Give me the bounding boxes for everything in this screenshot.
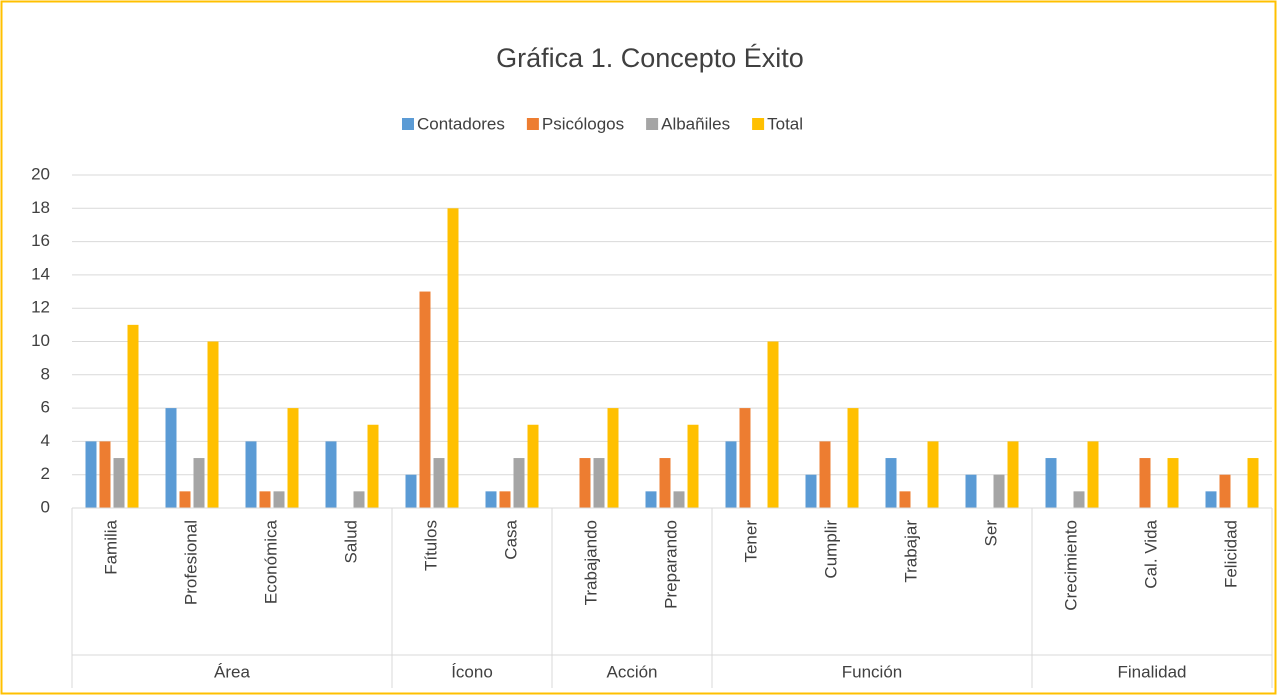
bar [367, 424, 379, 508]
bar [85, 441, 97, 508]
legend-swatch [402, 118, 414, 130]
bar [659, 458, 671, 508]
group-label: Finalidad [1118, 662, 1187, 681]
bar [725, 441, 737, 508]
bar [607, 408, 619, 508]
x-tick-label: Títulos [421, 520, 440, 571]
bar [1205, 491, 1217, 508]
bar [419, 291, 431, 508]
x-tick-label: Familia [101, 519, 120, 574]
x-tick-label: Tener [741, 520, 760, 563]
x-tick-label: Felicidad [1221, 520, 1240, 588]
bar [113, 458, 125, 508]
group-label: Área [214, 662, 250, 681]
bar [325, 441, 337, 508]
bar [1219, 474, 1231, 508]
bar [739, 408, 751, 508]
bar [579, 458, 591, 508]
legend-label: Psicólogos [542, 114, 624, 133]
bar [965, 474, 977, 508]
bar [885, 458, 897, 508]
bar [847, 408, 859, 508]
x-tick-label: Preparando [661, 520, 680, 609]
x-tick-label: Trabajando [581, 520, 600, 605]
legend-swatch [646, 118, 659, 130]
bar [927, 441, 939, 508]
legend-label: Albañiles [661, 114, 730, 133]
bar [673, 491, 685, 508]
bar [527, 424, 539, 508]
bar [593, 458, 605, 508]
bar [1167, 458, 1179, 508]
chart-title: Gráfica 1. Concepto Éxito [496, 43, 804, 73]
bar [899, 491, 911, 508]
x-tick-label: Casa [501, 519, 520, 559]
bar [513, 458, 525, 508]
bar [1139, 458, 1151, 508]
legend-swatch [526, 118, 539, 130]
y-tick-label: 18 [31, 198, 50, 217]
bar [179, 491, 191, 508]
bar [805, 474, 817, 508]
bar [485, 491, 497, 508]
bar [127, 324, 139, 508]
x-tick-label: Ser [981, 520, 1000, 547]
bar [687, 424, 699, 508]
bar [433, 458, 445, 508]
y-tick-label: 8 [41, 364, 50, 383]
legend-label: Contadores [417, 114, 505, 133]
y-tick-label: 2 [41, 464, 50, 483]
bar [165, 408, 177, 508]
bar [1045, 458, 1057, 508]
bar [245, 441, 257, 508]
bar [193, 458, 205, 508]
bar [447, 208, 459, 509]
x-tick-label: Trabajar [901, 520, 920, 583]
bar [273, 491, 285, 508]
bar [405, 474, 417, 508]
y-tick-label: 4 [41, 431, 50, 450]
x-tick-label: Crecimiento [1061, 520, 1080, 611]
legend-swatch [752, 118, 765, 130]
bar [1087, 441, 1099, 508]
legend-label: Total [767, 114, 803, 133]
y-tick-label: 14 [31, 264, 50, 283]
bar [993, 474, 1005, 508]
group-label: Ícono [451, 662, 493, 681]
bar [645, 491, 657, 508]
bar [767, 341, 779, 508]
y-tick-label: 6 [41, 398, 50, 417]
x-tick-label: Profesional [181, 520, 200, 605]
y-tick-label: 0 [41, 497, 50, 516]
bar [259, 491, 271, 508]
y-tick-label: 20 [31, 164, 50, 183]
bar [99, 441, 111, 508]
group-label: Acción [606, 662, 657, 681]
x-tick-label: Cumplir [821, 520, 840, 579]
bar [287, 408, 299, 508]
bar [1073, 491, 1085, 508]
x-tick-label: Económica [261, 519, 280, 604]
bar [353, 491, 365, 508]
y-tick-label: 12 [31, 298, 50, 317]
bar [499, 491, 511, 508]
x-tick-label: Salud [341, 520, 360, 563]
y-tick-label: 16 [31, 231, 50, 250]
bar [819, 441, 831, 508]
bar [1247, 458, 1259, 508]
group-label: Función [842, 662, 902, 681]
x-tick-label: Cal. Vida [1141, 519, 1160, 588]
bar [207, 341, 219, 508]
bar [1007, 441, 1019, 508]
y-tick-label: 10 [31, 331, 50, 350]
